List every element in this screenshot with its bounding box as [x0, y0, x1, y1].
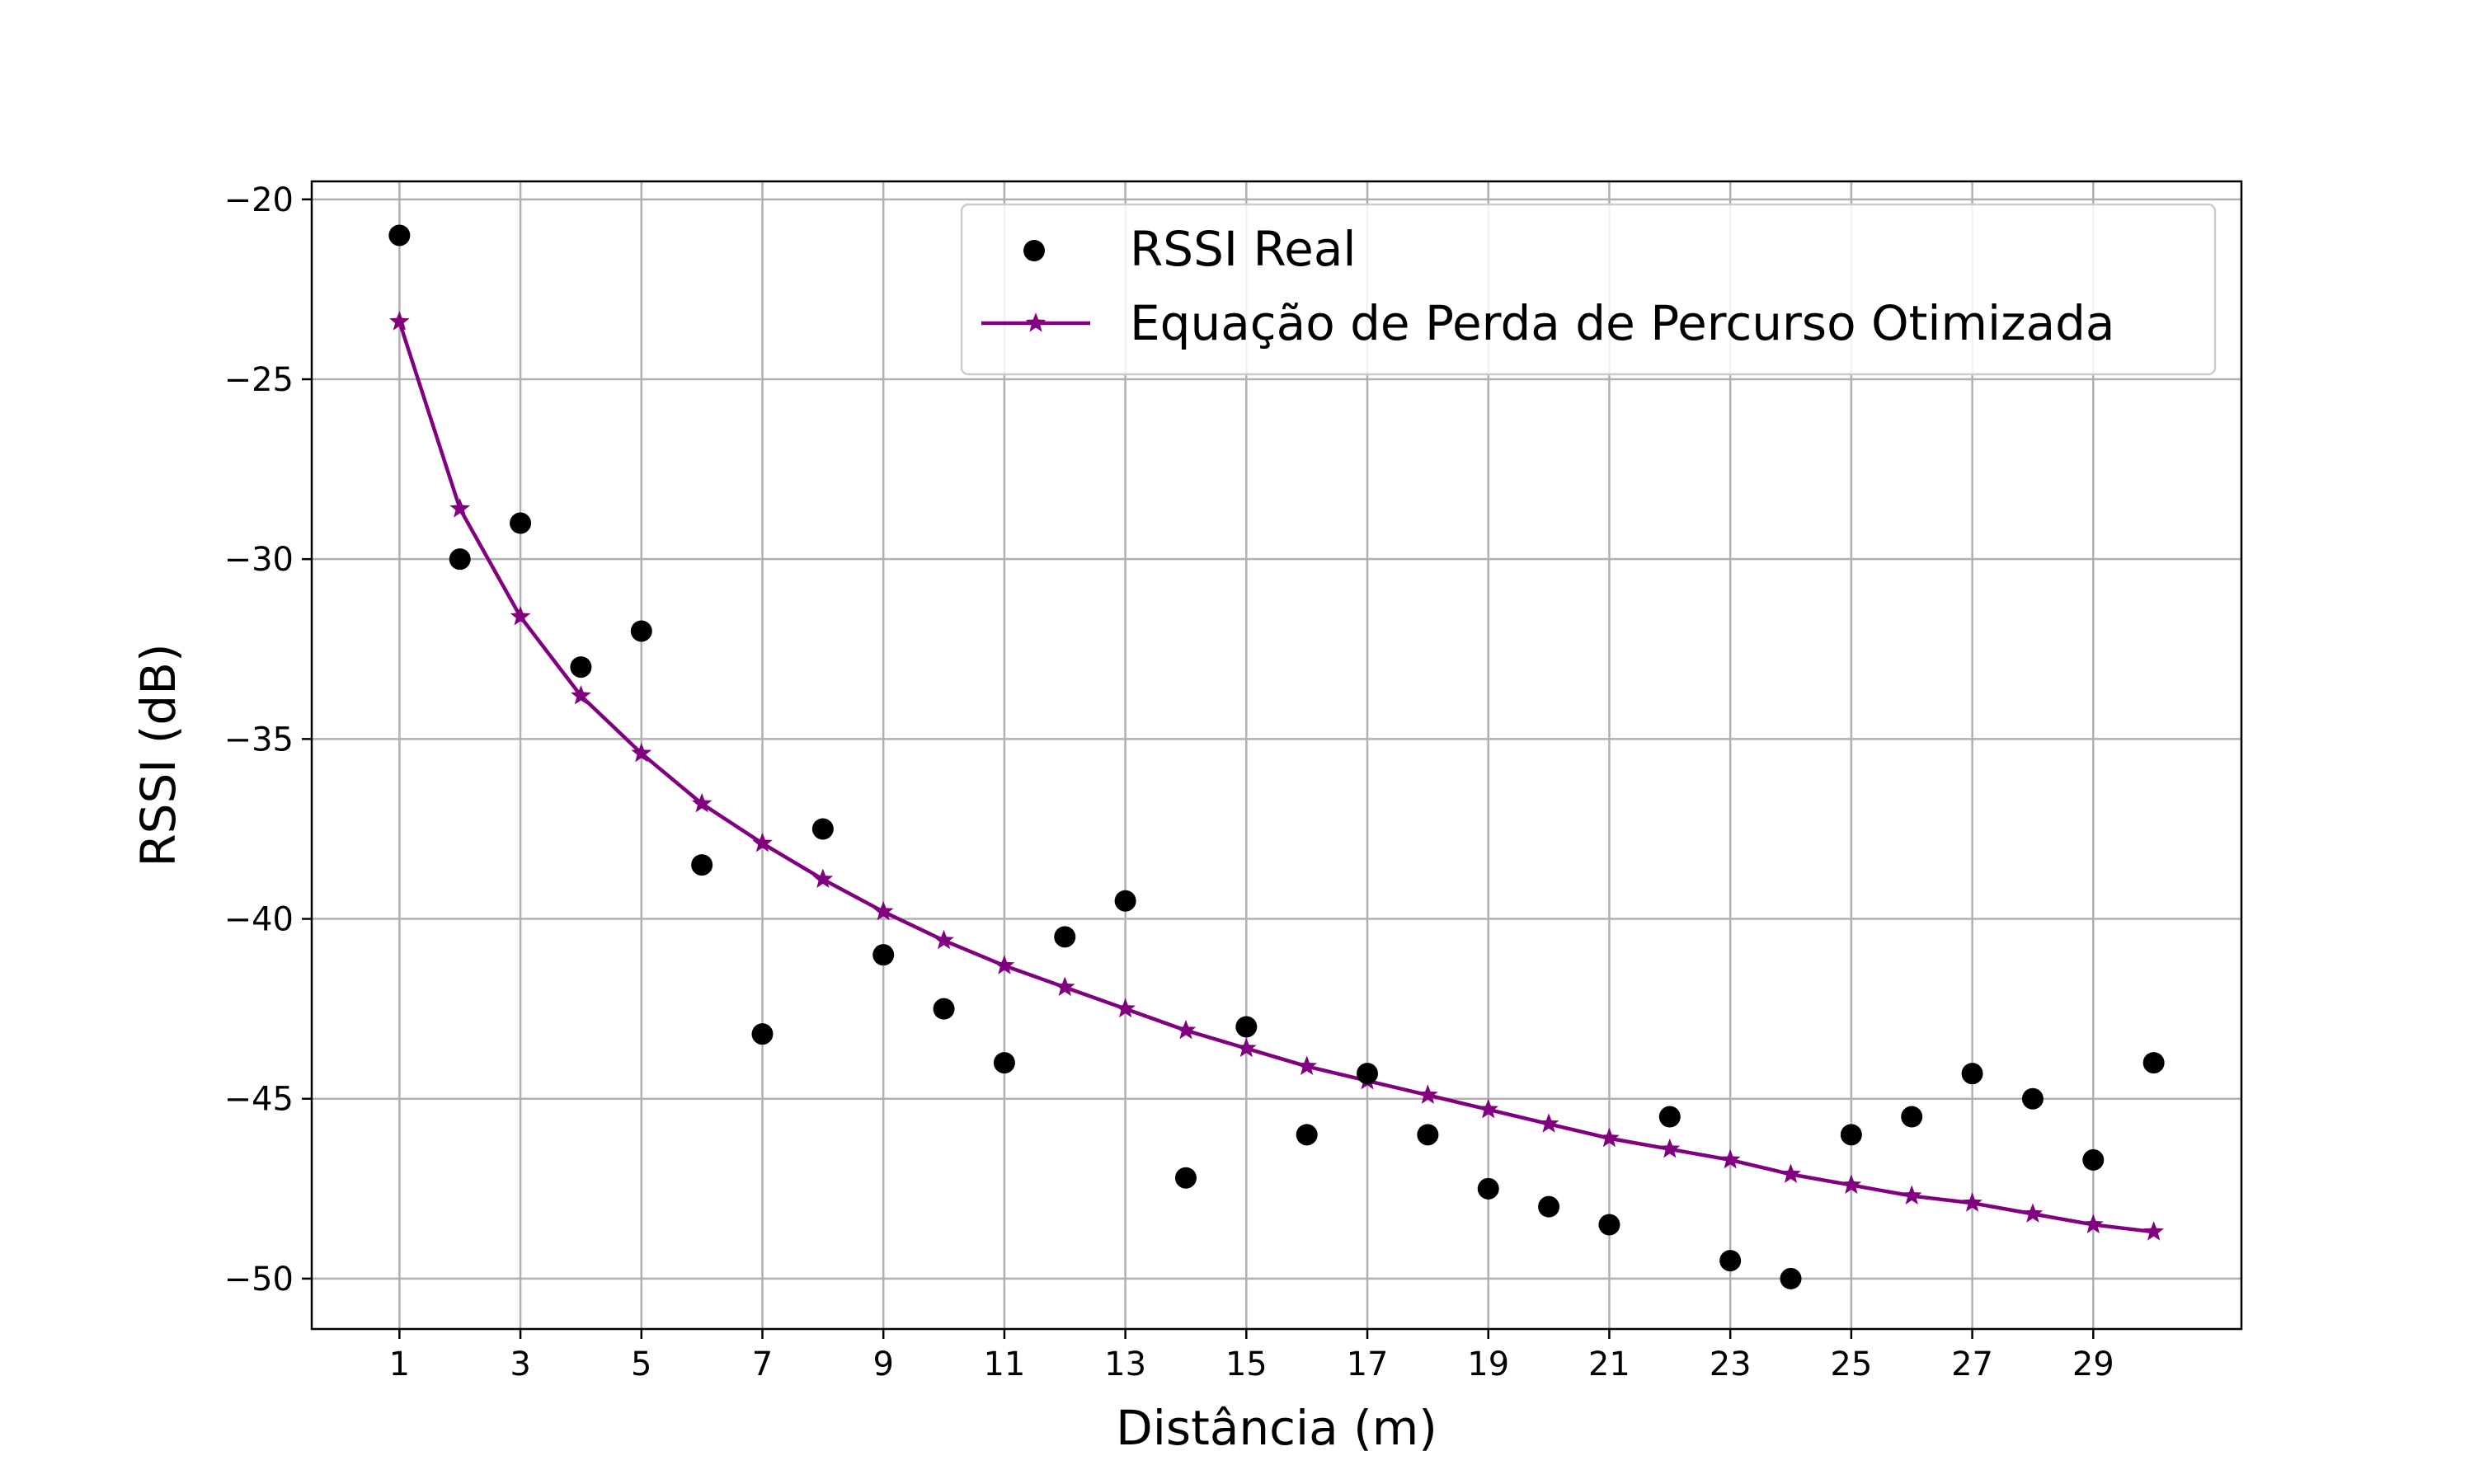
fitted-curve-point	[752, 832, 773, 852]
scatter-point	[2142, 1052, 2165, 1074]
y-tick-label: −20	[224, 181, 294, 219]
fitted-curve-point	[1841, 1174, 1862, 1194]
x-tick-label: 19	[1467, 1345, 1509, 1383]
scatter-point	[1840, 1124, 1862, 1146]
fitted-curve-point	[1418, 1084, 1438, 1104]
legend-marker-scatter	[1023, 240, 1045, 261]
x-tick-label: 7	[752, 1345, 773, 1383]
y-axis-ticks: −20 −25 −30 −35 −40 −45 −50	[224, 181, 312, 1298]
scatter-point	[510, 512, 532, 534]
scatter-point	[1235, 1016, 1258, 1038]
scatter-point	[570, 656, 592, 679]
scatter-point	[449, 548, 471, 571]
scatter-point	[1961, 1063, 1983, 1085]
scatter-point	[933, 998, 955, 1020]
x-tick-label: 1	[389, 1345, 410, 1383]
scatter-point	[751, 1023, 774, 1045]
y-tick-label: −45	[224, 1081, 294, 1119]
x-tick-label: 29	[2072, 1345, 2114, 1383]
fitted-curve-point	[691, 792, 713, 813]
x-tick-label: 13	[1104, 1345, 1146, 1383]
fitted-curve-point	[1054, 976, 1075, 996]
x-axis-ticks: 1 3 5 7 9 11 13 15 17 19 21 23 25 27 29	[389, 1329, 2114, 1383]
plot-frame	[310, 180, 2243, 1331]
fitted-curve-point	[872, 900, 894, 921]
fitted-curve	[389, 311, 2164, 1241]
x-tick-label: 11	[983, 1345, 1025, 1383]
fitted-curve-point	[1901, 1185, 1922, 1205]
legend: RSSI Real Equação de Perda de Percurso O…	[960, 203, 2217, 376]
scatter-point	[2082, 1148, 2105, 1171]
x-tick-label: 17	[1347, 1345, 1389, 1383]
fitted-curve-point	[2022, 1203, 2044, 1223]
fitted-curve-point	[1115, 998, 1136, 1018]
y-tick-label: −35	[224, 721, 294, 758]
x-tick-label: 27	[1951, 1345, 1993, 1383]
fitted-curve-point	[1719, 1148, 1741, 1169]
scatter-point	[1357, 1063, 1379, 1085]
scatter-point	[1780, 1267, 1802, 1289]
fitted-curve-point	[994, 955, 1015, 974]
fitted-curve-point	[1780, 1163, 1801, 1183]
fitted-curve-point	[2082, 1214, 2104, 1233]
legend-label-scatter: RSSI Real	[1130, 221, 1357, 277]
fitted-curve-point	[934, 929, 954, 950]
legend-box	[960, 203, 2217, 376]
fitted-curve-point	[1599, 1127, 1620, 1148]
y-tick-label: −30	[224, 541, 294, 579]
scatter-point	[1417, 1124, 1439, 1146]
x-tick-label: 15	[1225, 1345, 1268, 1383]
x-tick-label: 5	[631, 1345, 651, 1383]
fitted-curve-point	[1538, 1113, 1559, 1133]
fitted-curve-point	[1296, 1055, 1318, 1075]
fitted-curve-line	[397, 321, 2154, 1234]
y-axis-title: RSSI (dB)	[130, 643, 186, 866]
fitted-curve-point	[1478, 1098, 1499, 1119]
scatter-point	[1719, 1250, 1742, 1272]
fitted-curve-point	[510, 606, 531, 626]
scatter-point	[630, 620, 652, 642]
scatter-point	[872, 944, 895, 966]
fitted-curve-point	[389, 311, 410, 331]
x-tick-label: 21	[1588, 1345, 1630, 1383]
y-tick-label: −25	[224, 361, 294, 399]
scatter-point	[1538, 1195, 1560, 1218]
scatter-point	[1114, 890, 1136, 912]
scatter-point	[2021, 1087, 2044, 1110]
scatter-point	[388, 224, 411, 247]
fitted-curve-point	[1175, 1019, 1197, 1040]
scatter-point	[993, 1052, 1015, 1074]
fitted-curve-point	[2143, 1221, 2164, 1241]
scatter-point	[1477, 1177, 1499, 1200]
fitted-curve-point	[1962, 1192, 1982, 1212]
legend-marker-star	[1025, 312, 1047, 332]
scatter-points	[388, 224, 2165, 1289]
fitted-curve-point	[1235, 1037, 1257, 1058]
y-tick-label: −40	[224, 901, 294, 939]
scatter-point	[1901, 1106, 1923, 1128]
scatter-point	[1174, 1167, 1197, 1189]
fitted-curve-point	[631, 742, 652, 763]
x-tick-label: 3	[510, 1345, 530, 1383]
fitted-curve-point	[812, 868, 834, 889]
fitted-curve-point	[571, 685, 591, 705]
scatter-point	[1054, 926, 1076, 948]
x-tick-label: 9	[872, 1345, 893, 1383]
x-tick-label: 23	[1710, 1345, 1752, 1383]
scatter-point	[811, 818, 834, 840]
scatter-point	[1296, 1124, 1318, 1146]
scatter-point	[1658, 1106, 1681, 1128]
y-tick-label: −50	[224, 1261, 294, 1298]
legend-label-line: Equação de Perda de Percurso Otimizada	[1130, 295, 2114, 351]
fitted-curve-point	[1659, 1138, 1681, 1158]
x-tick-label: 25	[1830, 1345, 1872, 1383]
x-axis-title: Distância (m)	[1116, 1400, 1437, 1456]
scatter-point	[1598, 1214, 1620, 1236]
scatter-point	[691, 854, 713, 876]
fitted-curve-point	[449, 498, 471, 518]
